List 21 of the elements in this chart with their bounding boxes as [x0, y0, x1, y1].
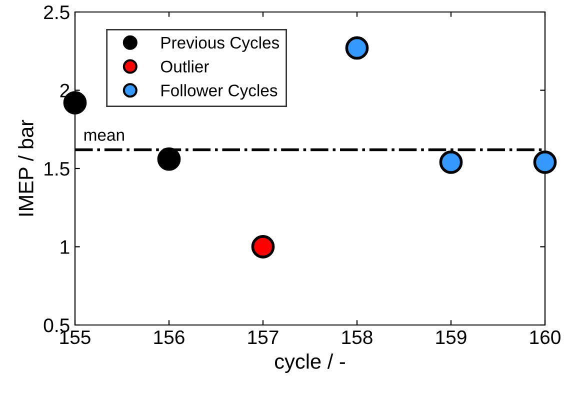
x-tick-label: 159 — [436, 330, 466, 344]
point — [533, 150, 557, 174]
x-tick-label: 160 — [530, 330, 560, 344]
y-axis-title: IMEP / bar — [18, 120, 34, 216]
x-tick-label: 157 — [248, 330, 278, 344]
legend-label: Follower Cycles — [162, 84, 278, 100]
x-tick-label: 158 — [342, 330, 372, 344]
x-tick-label: 156 — [154, 330, 184, 344]
y-tick-label: 1 — [60, 240, 70, 254]
y-tick-label: 2.5 — [44, 5, 70, 20]
legend-label: Previous Cycles — [162, 36, 280, 52]
ref-line-label: mean — [84, 132, 124, 141]
y-tick-label: 0.5 — [44, 318, 70, 332]
point — [251, 235, 275, 258]
x-tick-label: 155 — [60, 330, 90, 344]
legend-label: Outlier — [160, 60, 209, 72]
y-tick-label: 1.5 — [44, 162, 70, 176]
point — [439, 150, 463, 174]
x-axis-title: cycle / - — [275, 354, 345, 373]
point — [157, 147, 181, 171]
point — [345, 36, 369, 60]
